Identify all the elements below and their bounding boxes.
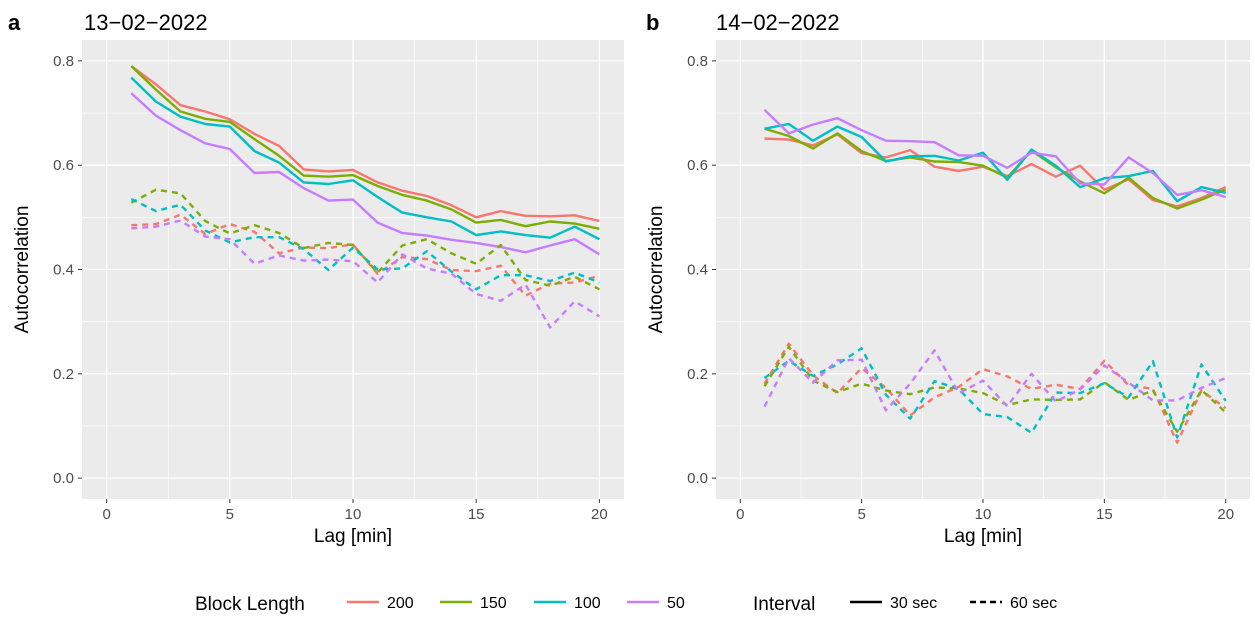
panel-a: 0 5 10 15 20 0.0 0.2 0.4 0.6 0.8 Lag [min] Autocorr… <box>8 10 624 547</box>
y-tick-label: 0.0 <box>687 470 708 487</box>
y-tick-label: 0.8 <box>687 53 708 70</box>
x-tick-label: 5 <box>226 506 234 523</box>
legend-title-block-length: Block Length <box>195 594 305 615</box>
series-line-100-60sec <box>763 347 1227 439</box>
x-tick-label: 20 <box>1217 506 1234 523</box>
series-line-150-60sec <box>763 345 1227 433</box>
legend-label-60sec: 60 sec <box>1010 595 1057 612</box>
series-line-200-60sec <box>131 213 600 297</box>
legend-label-100: 100 <box>574 595 601 612</box>
panel-b: 0 5 10 15 20 0.0 0.2 0.4 0.6 0.8 Lag [min] Autocorr… <box>646 10 1250 547</box>
series-line-100-60sec <box>130 198 600 291</box>
series-line-50-30sec <box>763 109 1227 199</box>
legend-label-50: 50 <box>667 595 685 612</box>
y-tick-label: 0.8 <box>53 53 74 70</box>
x-tick-label: 15 <box>1096 506 1113 523</box>
x-tick-label: 0 <box>736 506 744 523</box>
series-line-200-60sec <box>763 342 1227 444</box>
legend-title-interval: Interval <box>753 594 815 615</box>
series-line-50-60sec <box>763 349 1227 412</box>
legend-label-30sec: 30 sec <box>890 595 937 612</box>
x-tick-label: 20 <box>591 506 608 523</box>
panel-title: 13−02−2022 <box>84 10 208 35</box>
x-axis-title: Lag [min] <box>944 526 1022 547</box>
y-axis-title: Autocorrelation <box>12 206 33 334</box>
y-tick-label: 0.2 <box>53 366 74 383</box>
x-axis-title: Lag [min] <box>314 526 392 547</box>
series-line-150-30sec <box>130 65 600 230</box>
y-axis-title: Autocorrelation <box>646 206 667 334</box>
series-line-150-30sec <box>764 127 1227 210</box>
y-tick-label: 0.2 <box>687 366 708 383</box>
y-tick-label: 0.6 <box>53 157 74 174</box>
y-tick-label: 0.4 <box>53 262 74 279</box>
series-line-200-30sec <box>130 65 600 223</box>
series-line-50-30sec <box>130 92 601 256</box>
legend: Block Length 200 150 100 50 Interval 30 sec 60 … <box>195 594 1057 615</box>
legend-label-200: 200 <box>387 595 414 612</box>
panel-title: 14−02−2022 <box>716 10 840 35</box>
y-tick-label: 0.6 <box>687 157 708 174</box>
panel-letter: a <box>8 10 21 35</box>
series-line-50-60sec <box>131 219 601 329</box>
y-tick-label: 0.4 <box>687 262 708 279</box>
x-tick-label: 10 <box>345 506 362 523</box>
panel-letter: b <box>646 10 659 35</box>
x-tick-label: 10 <box>975 506 992 523</box>
legend-label-150: 150 <box>480 595 507 612</box>
y-tick-label: 0.0 <box>53 470 74 487</box>
x-tick-label: 5 <box>857 506 865 523</box>
series-line-100-30sec <box>130 76 600 241</box>
x-tick-label: 0 <box>102 506 110 523</box>
x-tick-label: 15 <box>468 506 485 523</box>
